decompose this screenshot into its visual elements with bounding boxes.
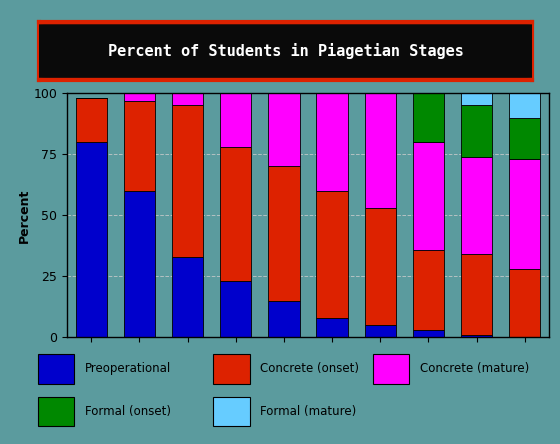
Bar <box>461 254 492 335</box>
Text: Concrete (onset): Concrete (onset) <box>260 362 359 375</box>
Bar <box>268 166 300 301</box>
Bar <box>76 142 107 337</box>
Bar <box>461 106 492 157</box>
Bar <box>316 93 348 191</box>
Bar <box>413 93 444 142</box>
Y-axis label: Percent: Percent <box>18 188 31 242</box>
Bar <box>461 93 492 106</box>
Bar <box>509 159 540 269</box>
Bar <box>316 191 348 318</box>
Bar <box>38 354 74 384</box>
Bar <box>76 98 107 142</box>
Bar <box>172 257 203 337</box>
Bar <box>220 281 251 337</box>
Bar <box>461 335 492 337</box>
Bar <box>172 106 203 257</box>
Text: Formal (mature): Formal (mature) <box>260 404 356 418</box>
Bar <box>509 269 540 337</box>
Bar <box>365 93 396 208</box>
Bar <box>172 93 203 106</box>
Bar <box>413 330 444 337</box>
Bar <box>461 157 492 254</box>
Bar <box>220 147 251 281</box>
Bar <box>268 93 300 166</box>
Bar <box>413 142 444 250</box>
Bar <box>365 208 396 325</box>
Bar <box>124 191 155 337</box>
Bar <box>124 100 155 191</box>
Bar <box>373 354 409 384</box>
Bar <box>316 318 348 337</box>
Text: Percent of Students in Piagetian Stages: Percent of Students in Piagetian Stages <box>108 43 464 59</box>
Bar <box>124 93 155 100</box>
X-axis label: AGE (in years): AGE (in years) <box>258 363 358 376</box>
Bar <box>509 93 540 118</box>
Text: Formal (onset): Formal (onset) <box>85 404 171 418</box>
Bar <box>365 325 396 337</box>
Text: Preoperational: Preoperational <box>85 362 171 375</box>
Bar <box>38 397 74 426</box>
Bar <box>268 301 300 337</box>
Bar <box>213 397 250 426</box>
Bar <box>213 354 250 384</box>
Text: Concrete (mature): Concrete (mature) <box>419 362 529 375</box>
Bar <box>509 118 540 159</box>
FancyBboxPatch shape <box>20 22 552 80</box>
Bar <box>413 250 444 330</box>
Bar <box>220 93 251 147</box>
Text: Percent of Students in Piagetian Stages: Percent of Students in Piagetian Stages <box>108 43 464 59</box>
